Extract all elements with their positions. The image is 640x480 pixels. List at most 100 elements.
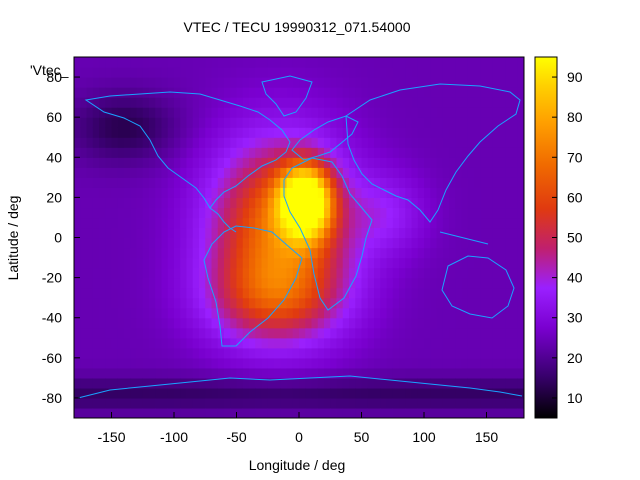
heatmap-cell — [117, 187, 125, 198]
heatmap-cell — [430, 87, 438, 98]
heatmap-cell — [417, 407, 425, 418]
heatmap-cell — [374, 337, 381, 349]
heatmap-cell — [274, 287, 281, 299]
heatmap-cell — [155, 237, 163, 249]
heatmap-cell — [136, 177, 144, 188]
heatmap-cell — [186, 277, 194, 289]
heatmap-cell — [342, 107, 350, 118]
heatmap-cell — [330, 277, 338, 289]
heatmap-cell — [292, 377, 300, 389]
heatmap-cell — [124, 267, 131, 279]
heatmap-cell — [155, 397, 163, 409]
heatmap-cell — [142, 377, 150, 389]
heatmap-cell — [199, 407, 206, 418]
heatmap-cell — [405, 177, 413, 188]
heatmap-cell — [167, 247, 175, 259]
heatmap-cell — [324, 267, 331, 279]
heatmap-cell — [392, 377, 400, 389]
heatmap-cell — [374, 77, 381, 88]
y-tick-label: 60 — [46, 109, 62, 125]
heatmap-cell — [417, 247, 425, 259]
heatmap-cell — [255, 77, 263, 88]
heatmap-cell — [305, 377, 313, 389]
heatmap-cell — [380, 57, 388, 68]
heatmap-cell — [242, 187, 250, 198]
heatmap-cell — [342, 97, 350, 108]
heatmap-cell — [255, 307, 263, 319]
heatmap-cell — [136, 157, 144, 168]
heatmap-cell — [180, 317, 188, 329]
heatmap-cell — [330, 367, 338, 379]
heatmap-cell — [355, 207, 363, 219]
heatmap-cell — [430, 127, 438, 138]
heatmap-cell — [274, 207, 281, 219]
heatmap-cell — [211, 137, 219, 148]
heatmap-cell — [430, 367, 438, 379]
heatmap-cell — [292, 327, 300, 339]
heatmap-cell — [192, 367, 200, 379]
heatmap-cell — [130, 97, 138, 108]
heatmap-cell — [499, 137, 506, 148]
heatmap-cell — [517, 237, 524, 249]
heatmap-cell — [342, 187, 350, 198]
heatmap-cell — [167, 297, 175, 309]
heatmap-cell — [274, 197, 281, 209]
heatmap-cell — [192, 57, 200, 68]
heatmap-cell — [105, 177, 113, 188]
heatmap-cell — [286, 237, 294, 249]
heatmap-cell — [455, 207, 463, 219]
heatmap-cell — [155, 97, 163, 108]
heatmap-cell — [267, 387, 275, 399]
heatmap-cell — [305, 77, 313, 88]
heatmap-cell — [392, 407, 400, 418]
heatmap-cell — [486, 237, 494, 249]
heatmap-cell — [467, 167, 475, 178]
heatmap-cell — [92, 187, 100, 198]
heatmap-cell — [411, 217, 419, 229]
heatmap-cell — [436, 267, 444, 279]
heatmap-cell — [292, 137, 300, 148]
heatmap-cell — [230, 117, 238, 128]
heatmap-cell — [392, 247, 400, 259]
heatmap-cell — [430, 147, 438, 158]
heatmap-cell — [192, 87, 200, 98]
heatmap-cell — [74, 367, 81, 379]
heatmap-cell — [480, 127, 488, 138]
heatmap-cell — [392, 127, 400, 138]
heatmap-cell — [424, 107, 431, 118]
heatmap-cell — [99, 147, 106, 158]
heatmap-cell — [167, 347, 175, 359]
heatmap-cell — [461, 97, 469, 108]
heatmap-cell — [86, 357, 94, 369]
heatmap-cell — [174, 127, 181, 138]
heatmap-cell — [317, 77, 325, 88]
heatmap-cell — [261, 317, 269, 329]
heatmap-cell — [124, 57, 131, 68]
heatmap-cell — [267, 117, 275, 128]
heatmap-cell — [486, 157, 494, 168]
heatmap-cell — [274, 257, 281, 269]
heatmap-cell — [124, 197, 131, 209]
heatmap-cell — [349, 267, 356, 279]
heatmap-cell — [336, 117, 344, 128]
heatmap-cell — [242, 107, 250, 118]
heatmap-cell — [192, 267, 200, 279]
heatmap-cell — [317, 217, 325, 229]
heatmap-cell — [355, 87, 363, 98]
heatmap-cell — [349, 137, 356, 148]
heatmap-cell — [430, 377, 438, 389]
heatmap-cell — [167, 147, 175, 158]
colorbar-tick-label: 40 — [567, 270, 583, 286]
heatmap-cell — [342, 397, 350, 409]
heatmap-cell — [455, 147, 463, 158]
heatmap-cell — [117, 117, 125, 128]
heatmap-cell — [255, 147, 263, 158]
heatmap-cell — [74, 317, 81, 329]
heatmap-cell — [367, 127, 375, 138]
heatmap-cell — [324, 297, 331, 309]
heatmap-cell — [436, 57, 444, 68]
heatmap-cell — [74, 227, 81, 239]
heatmap-cell — [174, 167, 181, 178]
heatmap-cell — [180, 367, 188, 379]
heatmap-cell — [224, 247, 231, 259]
